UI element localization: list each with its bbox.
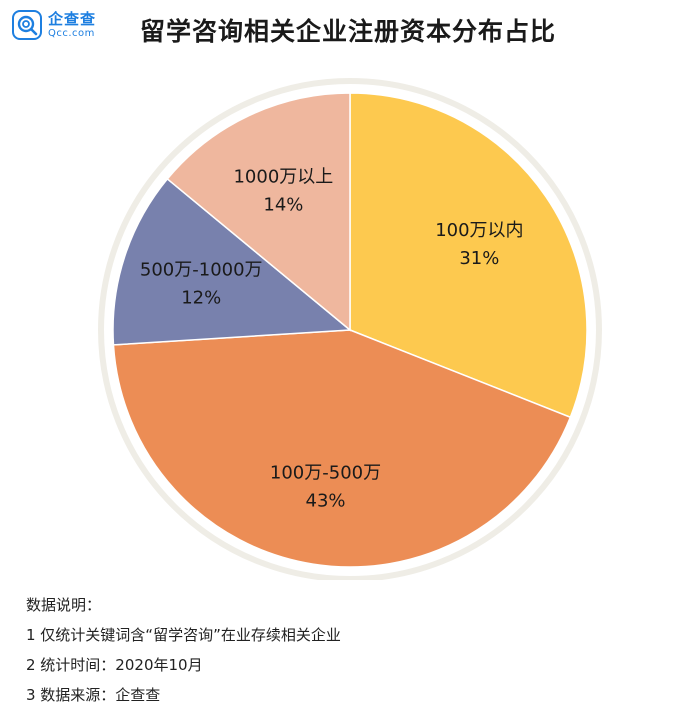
- notes-heading: 数据说明：: [26, 596, 102, 614]
- brand-domain: Qcc.com: [48, 27, 95, 39]
- slice-value-label-2: 43%: [306, 490, 346, 511]
- brand-name: 企查查: [48, 9, 97, 28]
- notes-line-2: 2 统计时间：2020年10月: [26, 656, 203, 674]
- pie-slice-1: [349, 92, 588, 419]
- pie-slice-2: [112, 329, 572, 568]
- slice-label-1: 100万以内: [435, 220, 523, 241]
- slice-label-3: 500万-1000万: [140, 260, 263, 281]
- pie-outer-ring: [98, 78, 602, 582]
- qcc-logo-icon: [12, 10, 42, 40]
- data-notes: 数据说明： 1 仅统计关键词含“留学咨询”在业存续相关企业 2 统计时间：202…: [26, 590, 341, 710]
- slice-value-label-1: 31%: [459, 248, 499, 269]
- brand-logo: 企查查 Qcc.com: [12, 10, 96, 40]
- pie-chart: 100万以内 31% 100万-500万 43% 500万-1000万 12% 1000万以…: [0, 60, 700, 582]
- pie-slice-4: [166, 92, 351, 332]
- page-title: 留学咨询相关企业注册资本分布占比: [140, 17, 557, 46]
- pie-slice-3: [112, 177, 352, 346]
- slice-label-2: 100万-500万: [270, 462, 381, 483]
- slice-value-label-4: 14%: [263, 194, 303, 215]
- notes-line-3: 3 数据来源：企查查: [26, 686, 161, 704]
- slice-label-4: 1000万以上: [233, 166, 333, 187]
- slice-value-label-3: 12%: [181, 288, 221, 309]
- notes-line-1: 1 仅统计关键词含“留学咨询”在业存续相关企业: [26, 626, 341, 644]
- pie-chart-svg: 100万以内 31% 100万-500万 43% 500万-1000万 12% 1000万以…: [98, 78, 602, 582]
